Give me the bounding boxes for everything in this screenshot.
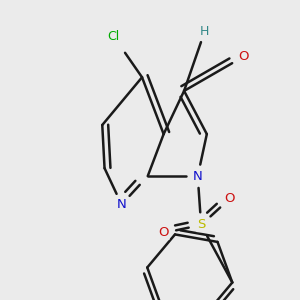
Text: O: O [238,50,248,63]
Text: O: O [224,192,235,206]
Text: O: O [158,226,169,239]
Text: S: S [197,218,205,232]
Text: N: N [193,169,202,183]
Text: Cl: Cl [107,30,120,43]
Text: N: N [117,198,127,211]
Text: H: H [200,25,209,38]
